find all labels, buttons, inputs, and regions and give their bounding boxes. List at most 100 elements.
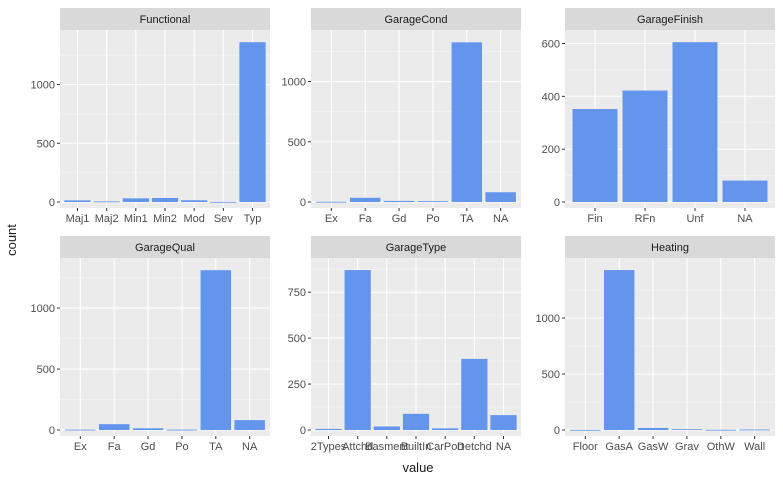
x-tick-label: Detchd [457,441,492,453]
x-tick-label: CarPort [426,441,464,453]
bar-ta [200,270,232,430]
x-tick-label: Wall [744,441,765,453]
x-tick-label: Floor [573,441,598,453]
x-tick-label: TA [209,441,223,453]
x-tick-label: Sev [214,213,233,225]
panel-garagequal: GarageQual 0 500 1000 Ex Fa Gd Po TA NA [31,236,270,453]
bar-builtin [402,413,430,430]
x-tick-label: Attchd [342,441,373,453]
panel-garagecond: GarageCond 0 500 1000 Ex Fa Gd Po TA NA [282,8,521,225]
facet-strip [565,8,775,30]
x-tick-label: Basment [365,441,408,453]
facet-label: GarageCond [385,14,448,26]
facet-label: GarageQual [135,242,195,254]
bar-na [234,420,265,430]
y-tick-label: 1000 [31,80,55,92]
y-tick-label: 1000 [536,313,560,325]
x-tick-label: Mod [183,213,204,225]
x-tick-label: Fa [359,213,373,225]
bar-maj2 [93,201,120,203]
x-tick-label: BuiltIn [401,441,432,453]
facet-strip [311,236,521,258]
x-tick-label: Fin [587,213,602,225]
bar-othw [705,429,737,431]
bar-wall [739,429,770,431]
panel-background [311,30,521,208]
y-tick-label: 0 [49,197,55,209]
bar-gd [383,200,415,202]
bar-mod [181,200,208,202]
bar-floor [570,429,601,431]
x-tick-label: Fa [108,441,122,453]
panel-garagefinish: GarageFinish 0 200 400 600 Fin RFn Unf NA [542,8,775,225]
bar-na [722,180,768,202]
facet-label: Functional [140,14,191,26]
facet-strip [565,236,775,258]
bar-attchd [344,270,371,430]
x-tick-label: Grav [675,441,699,453]
x-tick-label: 2Types [311,441,347,453]
x-tick-label: Ex [325,213,338,225]
bar-typ [239,42,266,202]
bar-gasw [637,427,669,430]
panel-background [60,258,270,436]
x-tick-label: NA [737,213,753,225]
x-tick-label: NA [493,213,509,225]
bar-gd [132,428,164,430]
y-tick-label: 400 [542,91,560,103]
x-tick-label: Po [426,213,439,225]
x-tick-label: Maj2 [95,213,119,225]
y-tick-label: 500 [542,369,560,381]
y-tick-label: 500 [37,364,55,376]
y-tick-label: 0 [300,425,306,437]
x-tick-label: Maj1 [66,213,90,225]
bar-na [485,192,516,202]
bar-grav [671,429,703,431]
panel-background [565,258,775,436]
bar-fin [572,109,618,202]
x-tick-label: Typ [244,213,262,225]
x-tick-label: OthW [707,441,736,453]
bar-basment [373,426,400,430]
x-tick-label: Ex [74,441,87,453]
bar-po [417,201,449,202]
x-tick-label: Min2 [153,213,177,225]
y-tick-label: 500 [37,138,55,150]
bar-sev [210,201,237,203]
facet-label: GarageType [386,242,447,254]
y-tick-label: 0 [300,197,306,209]
bar-po [166,429,198,431]
bar-2types [315,428,342,430]
panel-heating: Heating 0 500 1000 Floor GasA GasW Grav OthW Wall [536,236,775,453]
bar-ta [451,42,483,202]
bar-fa [98,424,130,430]
y-tick-label: 200 [542,144,560,156]
facet-strip [60,8,270,30]
bar-min1 [122,198,149,202]
bar-ex [316,201,347,203]
y-tick-label: 500 [288,137,306,149]
bar-fa [349,197,381,202]
y-tick-label: 750 [288,287,306,299]
x-tick-label: NA [242,441,258,453]
y-tick-label: 0 [49,425,55,437]
bar-unf [672,42,718,203]
x-tick-label: RFn [635,213,656,225]
y-tick-label: 600 [542,39,560,51]
facet-label: GarageFinish [637,14,703,26]
y-tick-label: 0 [554,425,560,437]
bar-min2 [151,198,179,202]
x-tick-label: Unf [686,213,704,225]
bar-maj1 [64,200,91,202]
x-tick-label: GasW [638,441,669,453]
y-tick-label: 1000 [31,303,55,315]
bar-na [490,415,517,430]
x-tick-label: Gd [392,213,407,225]
x-tick-label: Po [175,441,188,453]
y-tick-label: 1000 [282,77,306,89]
panel-functional: Functional 0 500 1000 Maj1 Maj2 Min1 Min2 Mod Sev… [31,8,270,225]
x-tick-label: GasA [605,441,633,453]
x-tick-label: TA [460,213,474,225]
facet-label: Heating [651,242,689,254]
